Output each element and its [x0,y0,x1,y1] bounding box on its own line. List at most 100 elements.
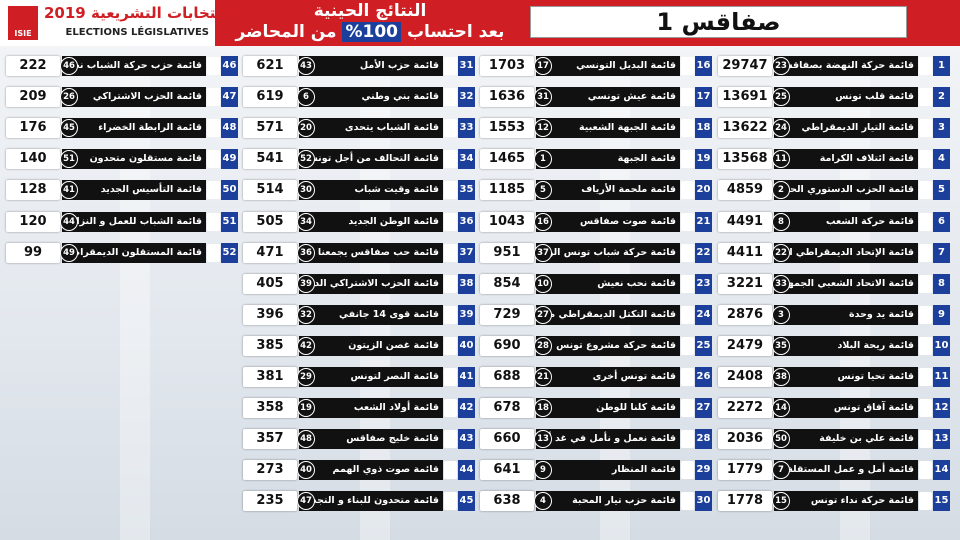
vote-count: 396 [243,304,297,325]
vote-count: 1465 [480,149,534,170]
list-name: قائمة الجبهة الشعبية [536,118,680,139]
result-row: 505 قائمة الوطن الجديد 34 36 [243,211,475,232]
vote-count: 140 [6,149,60,170]
ballot-number: 20 [297,119,315,138]
ballot-number: 16 [534,212,552,231]
list-logo [444,336,457,355]
list-name: قائمة كلنا للوطن [536,398,680,419]
list-logo [444,150,457,169]
vote-count: 235 [243,491,297,512]
list-logo [444,181,457,200]
result-row: 1636 قائمة عيش تونسي 31 17 [480,87,712,108]
result-row: 471 قائمة حب صفاقس يجمعنا 36 37 [243,242,475,263]
ballot-number: 39 [297,274,315,293]
vote-count: 619 [243,87,297,108]
vote-count: 4491 [718,211,772,232]
list-name: قائمة حركة شباب تونس الوطني [536,242,680,263]
ballot-number: 51 [60,150,78,169]
vote-count: 1778 [718,491,772,512]
list-logo [207,243,220,262]
list-name: قائمة مستقلون متحدون [62,149,206,170]
rank: 39 [458,304,475,325]
ballot-number: 29 [297,368,315,386]
ballot-number: 7 [772,461,790,480]
list-logo [919,150,932,169]
list-logo [681,368,694,386]
list-logo [444,274,457,293]
title: النتائج الحينية [313,1,427,21]
ballot-number: 37 [534,243,552,262]
vote-count: 471 [243,242,297,263]
rank: 19 [695,149,712,170]
ballot-number: 35 [772,336,790,355]
vote-count: 128 [6,180,60,201]
list-logo [681,119,694,138]
list-name: قائمة علي بن خليفة [774,429,918,450]
list-logo [919,399,932,418]
list-name: قائمة التكتل الديمقراطي من أجل العمل و ا… [536,304,680,325]
rank: 10 [933,335,950,356]
ballot-number: 44 [60,212,78,231]
rank: 35 [458,180,475,201]
rank: 48 [221,118,238,139]
ballot-number: 21 [534,368,552,386]
ballot-number: 48 [297,430,315,449]
vote-count: 2272 [718,398,772,419]
list-name: قائمة الوطن الجديد [299,211,443,232]
rank: 28 [695,429,712,450]
list-logo [919,368,932,386]
rank: 2 [933,87,950,108]
list-logo [444,57,457,75]
list-logo [919,119,932,138]
list-name: قائمة المستقلون الديمقراطيون [62,242,206,263]
ballot-number: 30 [297,181,315,200]
result-row: 2272 قائمة آفاق تونس 14 12 [718,398,950,419]
rank: 32 [458,87,475,108]
ballot-number: 23 [772,57,790,75]
list-name: قائمة الاتحاد الشعبي الجمهوري [774,273,918,294]
vote-count: 729 [480,304,534,325]
ballot-number: 15 [772,492,790,511]
background-column [360,60,390,540]
rank: 11 [933,367,950,387]
vote-count: 541 [243,149,297,170]
result-row: 1778 قائمة حركة نداء تونس 15 15 [718,491,950,512]
list-logo [919,430,932,449]
list-name: قائمة حزب الأمل [299,56,443,76]
result-row: 638 قائمة حزب تيار المحبة 4 30 [480,491,712,512]
vote-count: 621 [243,56,297,76]
list-logo [444,305,457,324]
list-name: قائمة التيار الديمقراطي [774,118,918,139]
vote-count: 571 [243,118,297,139]
ballot-number: 40 [297,461,315,480]
result-row: 571 قائمة الشباب يتحدى 20 33 [243,118,475,139]
result-row: 1703 قائمة البديل التونسي 17 16 [480,56,712,76]
list-name: قائمة أمل و عمل المستقلة [774,460,918,481]
result-row: 951 قائمة حركة شباب تونس الوطني 37 22 [480,242,712,263]
ballot-number: 43 [297,57,315,75]
ballot-number: 46 [60,57,78,75]
rank: 41 [458,367,475,387]
result-row: 222 قائمة حزب حركة الشباب نحن لها 46 46 [6,56,238,76]
result-row: 357 قائمة خليج صفاقس 48 43 [243,429,475,450]
list-logo [681,274,694,293]
rank: 23 [695,273,712,294]
ballot-number: 34 [297,212,315,231]
ballot-number: 2 [772,181,790,200]
list-name: قائمة تونس أخرى [536,367,680,387]
result-row: 4491 قائمة حركة الشعب 8 6 [718,211,950,232]
rank: 3 [933,118,950,139]
list-logo [681,399,694,418]
ballot-number: 4 [534,492,552,511]
rank: 24 [695,304,712,325]
ballot-number: 28 [534,336,552,355]
ballot-number: 14 [772,399,790,418]
list-name: قائمة قوى 14 جانفي [299,304,443,325]
ballot-number: 47 [297,492,315,511]
ballot-number: 25 [772,88,790,107]
vote-count: 505 [243,211,297,232]
result-row: 2479 قائمة ريحة البلاد 35 10 [718,335,950,356]
list-logo [919,243,932,262]
